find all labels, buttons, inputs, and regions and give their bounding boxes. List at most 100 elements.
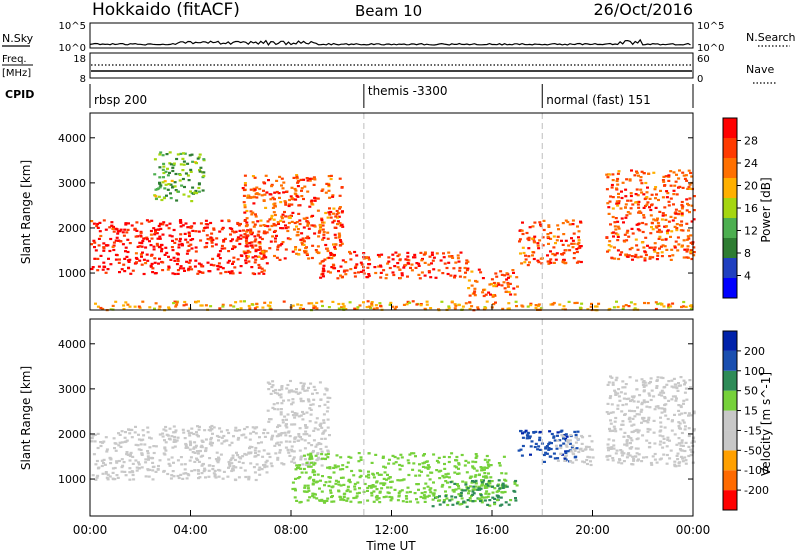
heatmap-cell <box>519 430 522 432</box>
heatmap-cell <box>418 474 421 476</box>
heatmap-cell <box>478 269 481 271</box>
heatmap-cell <box>688 412 691 414</box>
heatmap-cell <box>282 187 285 189</box>
heatmap-cell <box>271 436 274 438</box>
heatmap-cell <box>622 436 625 438</box>
heatmap-cell <box>379 265 382 267</box>
heatmap-cell <box>183 194 186 196</box>
heatmap-cell <box>468 279 471 281</box>
heatmap-cell <box>249 197 252 199</box>
heatmap-cell <box>473 492 476 494</box>
heatmap-cell <box>313 232 316 234</box>
heatmap-cell <box>167 189 170 191</box>
heatmap-cell <box>616 239 619 241</box>
heatmap-cell <box>263 302 266 304</box>
heatmap-cell <box>266 225 269 227</box>
heatmap-cell <box>218 458 221 460</box>
heatmap-cell <box>490 464 493 466</box>
heatmap-cell <box>685 198 688 200</box>
heatmap-cell <box>616 221 619 223</box>
heatmap-cell <box>650 377 653 379</box>
heatmap-cell <box>134 228 137 230</box>
nsky-trace <box>90 40 691 45</box>
heatmap-cell <box>532 225 535 227</box>
heatmap-cell <box>456 473 459 475</box>
heatmap-cell <box>173 425 176 427</box>
heatmap-cell <box>565 240 568 242</box>
heatmap-cell <box>306 253 309 255</box>
heatmap-cell <box>202 230 205 232</box>
heatmap-cell <box>291 398 294 400</box>
heatmap-cell <box>141 264 144 266</box>
heatmap-cell <box>486 455 489 457</box>
heatmap-cell <box>392 274 395 276</box>
heatmap-cell <box>512 490 515 492</box>
heatmap-cell <box>297 467 300 469</box>
heatmap-cell <box>674 213 677 215</box>
heatmap-cell <box>619 428 622 430</box>
heatmap-cell <box>301 418 304 420</box>
heatmap-cell <box>319 448 322 450</box>
heatmap-cell <box>116 237 119 239</box>
heatmap-cell <box>423 462 426 464</box>
heatmap-cell <box>308 496 311 498</box>
heatmap-cell <box>105 272 108 274</box>
heatmap-cell <box>649 209 652 211</box>
heatmap-cell <box>664 403 667 405</box>
heatmap-cell <box>617 461 620 463</box>
heatmap-cell <box>191 230 194 232</box>
heatmap-cell <box>303 244 306 246</box>
heatmap-cell <box>163 452 166 454</box>
heatmap-cell <box>173 229 176 231</box>
heatmap-cell <box>312 483 315 485</box>
heatmap-cell <box>615 187 618 189</box>
heatmap-cell <box>189 154 192 156</box>
heatmap-cell <box>615 217 618 219</box>
heatmap-cell <box>519 238 522 240</box>
heatmap-cell <box>404 264 407 266</box>
heatmap-cell <box>271 215 274 217</box>
heatmap-cell <box>401 465 404 467</box>
heatmap-cell <box>246 217 249 219</box>
heatmap-cell <box>677 404 680 406</box>
heatmap-cell <box>634 254 637 256</box>
heatmap-cell <box>453 276 456 278</box>
heatmap-cell <box>689 197 692 199</box>
heatmap-cell <box>102 242 105 244</box>
heatmap-cell <box>177 260 180 262</box>
heatmap-cell <box>677 243 680 245</box>
heatmap-cell <box>622 305 625 307</box>
heatmap-cell <box>508 504 511 506</box>
heatmap-cell <box>497 490 500 492</box>
heatmap-cell <box>474 280 477 282</box>
heatmap-cell <box>205 304 208 306</box>
heatmap-cell <box>289 435 292 437</box>
heatmap-cell <box>278 197 281 199</box>
heatmap-cell <box>318 405 321 407</box>
heatmap-cell <box>624 189 627 191</box>
nsearch-label: N.Search <box>746 31 796 44</box>
heatmap-cell <box>150 244 153 246</box>
heatmap-cell <box>502 483 505 485</box>
heatmap-cell <box>330 257 333 259</box>
heatmap-cell <box>681 205 684 207</box>
heatmap-cell <box>175 158 178 160</box>
heatmap-cell <box>316 417 319 419</box>
heatmap-cell <box>359 501 362 503</box>
heatmap-cell <box>289 238 292 240</box>
heatmap-cell <box>450 495 453 497</box>
heatmap-cell <box>483 469 486 471</box>
heatmap-cell <box>162 163 165 165</box>
heatmap-cell <box>126 451 129 453</box>
heatmap-cell <box>112 467 115 469</box>
heatmap-cell <box>314 421 317 423</box>
heatmap-cell <box>263 200 266 202</box>
heatmap-cell <box>394 489 397 491</box>
heatmap-cell <box>296 413 299 415</box>
heatmap-cell <box>293 441 296 443</box>
heatmap-cell <box>533 241 536 243</box>
heatmap-cell <box>269 456 272 458</box>
heatmap-cell <box>172 302 175 304</box>
heatmap-cell <box>612 207 615 209</box>
heatmap-cell <box>614 428 617 430</box>
